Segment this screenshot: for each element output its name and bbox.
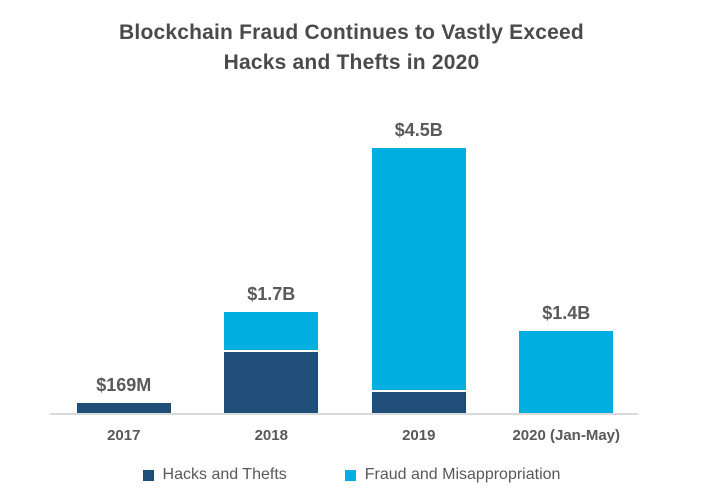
x-axis-labels: 2017 2018 2019 2020 (Jan-May) bbox=[50, 427, 640, 444]
x-axis-line bbox=[50, 413, 638, 415]
bar-value-label: $169M bbox=[96, 375, 152, 396]
x-tick-label: 2018 bbox=[254, 427, 288, 444]
segment-divider bbox=[224, 349, 319, 352]
bar-segment-hacks bbox=[371, 391, 466, 413]
legend-item: Hacks and Thefts bbox=[142, 466, 287, 484]
bar-segment-fraud bbox=[371, 148, 466, 390]
bar-stack bbox=[371, 148, 466, 413]
legend-item: Fraud and Misappropriation bbox=[344, 466, 561, 484]
legend-marker-hacks-icon bbox=[142, 469, 154, 481]
bar-segment-hacks bbox=[224, 351, 319, 413]
bar-value-label: $1.4B bbox=[542, 303, 591, 324]
legend-marker-fraud-icon bbox=[344, 469, 356, 481]
bar-segment-fraud bbox=[519, 331, 614, 413]
bar-stack bbox=[76, 403, 171, 413]
segment-divider bbox=[371, 389, 466, 392]
chart-title: Blockchain Fraud Continues to Vastly Exc… bbox=[119, 21, 584, 75]
bar-stack bbox=[224, 311, 319, 413]
bar-value-label: $4.5B bbox=[394, 120, 443, 140]
bar-segment-fraud bbox=[224, 311, 319, 350]
bar-value-label: $1.7B bbox=[247, 283, 296, 304]
x-tick-label: 2020 (Jan-May) bbox=[512, 427, 621, 444]
bar-stack bbox=[519, 331, 614, 413]
x-tick-label: 2019 bbox=[402, 427, 436, 444]
legend: Hacks and Thefts Fraud and Misappropriati… bbox=[0, 466, 703, 484]
legend-label: Fraud and Misappropriation bbox=[364, 466, 561, 483]
x-tick-label: 2017 bbox=[107, 427, 141, 444]
plot-area: $169M $1.7B $4.5B $1.4B bbox=[50, 0, 640, 413]
bar-segment-hacks bbox=[76, 403, 171, 413]
legend-label: Hacks and Thefts bbox=[162, 466, 287, 483]
